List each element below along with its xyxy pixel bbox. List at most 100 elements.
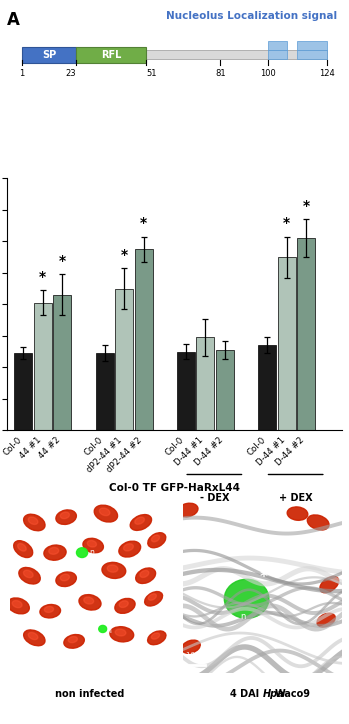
Text: 100: 100	[260, 69, 275, 78]
Ellipse shape	[87, 541, 97, 547]
Ellipse shape	[148, 631, 166, 644]
Text: 23: 23	[66, 69, 76, 78]
Ellipse shape	[151, 535, 159, 542]
Ellipse shape	[320, 576, 339, 593]
Ellipse shape	[24, 630, 45, 646]
Text: SP: SP	[42, 50, 56, 59]
Ellipse shape	[130, 515, 151, 531]
Bar	[258, 345, 276, 430]
Text: 1: 1	[19, 69, 24, 78]
Ellipse shape	[307, 515, 329, 530]
FancyBboxPatch shape	[268, 50, 288, 59]
Ellipse shape	[76, 548, 88, 557]
Ellipse shape	[8, 598, 29, 614]
Bar	[14, 353, 32, 430]
Text: RFL: RFL	[101, 50, 121, 59]
Text: 81: 81	[215, 69, 226, 78]
Ellipse shape	[24, 514, 45, 531]
Ellipse shape	[317, 613, 335, 627]
Text: *: *	[59, 254, 66, 268]
FancyBboxPatch shape	[297, 50, 327, 59]
Text: Col-0 TF GFP-HaRxL44: Col-0 TF GFP-HaRxL44	[109, 483, 240, 492]
Ellipse shape	[84, 597, 94, 604]
Text: Nucleolus Localization signal: Nucleolus Localization signal	[166, 11, 337, 21]
Ellipse shape	[135, 517, 144, 524]
Ellipse shape	[178, 503, 198, 517]
Ellipse shape	[151, 633, 159, 639]
Bar	[196, 337, 214, 430]
Ellipse shape	[148, 533, 166, 548]
Ellipse shape	[12, 600, 22, 607]
Ellipse shape	[28, 633, 38, 639]
Ellipse shape	[110, 627, 134, 642]
Ellipse shape	[181, 640, 200, 653]
Ellipse shape	[148, 594, 156, 600]
Text: n: n	[241, 612, 246, 621]
Ellipse shape	[56, 510, 76, 524]
Text: 10 μm: 10 μm	[186, 652, 209, 658]
Ellipse shape	[83, 538, 103, 553]
Ellipse shape	[107, 565, 118, 572]
Ellipse shape	[140, 571, 149, 578]
Ellipse shape	[224, 579, 269, 618]
Ellipse shape	[23, 571, 33, 578]
Ellipse shape	[115, 599, 135, 613]
Ellipse shape	[56, 572, 76, 586]
Ellipse shape	[144, 592, 163, 606]
Bar	[177, 352, 195, 430]
Text: n: n	[107, 626, 112, 635]
Ellipse shape	[136, 568, 156, 584]
Ellipse shape	[102, 563, 126, 578]
FancyBboxPatch shape	[268, 41, 288, 50]
Ellipse shape	[99, 626, 107, 633]
Bar	[34, 303, 52, 430]
Text: 51: 51	[146, 69, 156, 78]
Text: + DEX: + DEX	[279, 493, 312, 503]
Ellipse shape	[68, 636, 77, 643]
Bar	[96, 353, 113, 430]
FancyBboxPatch shape	[297, 41, 327, 50]
Bar	[278, 257, 296, 430]
Text: - DEX: - DEX	[200, 493, 229, 503]
Ellipse shape	[40, 605, 60, 618]
Text: 124: 124	[319, 69, 335, 78]
Ellipse shape	[28, 517, 38, 524]
Text: non infected: non infected	[55, 689, 125, 699]
Text: 20 μm: 20 μm	[22, 652, 44, 658]
Ellipse shape	[44, 607, 54, 613]
Ellipse shape	[124, 544, 133, 551]
Text: 4 DAI: 4 DAI	[230, 689, 262, 699]
Bar	[135, 249, 153, 430]
Text: *: *	[283, 216, 290, 230]
Ellipse shape	[119, 601, 128, 607]
Ellipse shape	[115, 629, 126, 636]
Ellipse shape	[64, 634, 84, 648]
Text: *: *	[120, 248, 128, 262]
Ellipse shape	[19, 568, 40, 584]
Text: *: *	[303, 199, 310, 213]
Text: *: *	[260, 570, 268, 585]
Ellipse shape	[79, 594, 101, 610]
Ellipse shape	[99, 508, 110, 515]
Text: Waco9: Waco9	[275, 689, 311, 699]
Bar	[297, 238, 315, 430]
Ellipse shape	[18, 544, 26, 551]
Ellipse shape	[287, 507, 308, 521]
FancyBboxPatch shape	[76, 47, 146, 62]
Text: *: *	[140, 216, 147, 230]
FancyBboxPatch shape	[22, 50, 327, 59]
Ellipse shape	[60, 574, 69, 581]
Text: *: *	[39, 270, 46, 284]
Text: n: n	[89, 548, 94, 557]
Ellipse shape	[119, 541, 141, 557]
Bar	[115, 289, 133, 430]
Bar	[216, 350, 234, 430]
Ellipse shape	[60, 512, 69, 518]
Bar	[53, 295, 71, 430]
Ellipse shape	[94, 505, 118, 522]
Text: Hpa: Hpa	[262, 689, 284, 699]
FancyBboxPatch shape	[22, 47, 76, 62]
Text: A: A	[7, 11, 20, 29]
Ellipse shape	[49, 547, 59, 555]
Ellipse shape	[44, 545, 66, 560]
